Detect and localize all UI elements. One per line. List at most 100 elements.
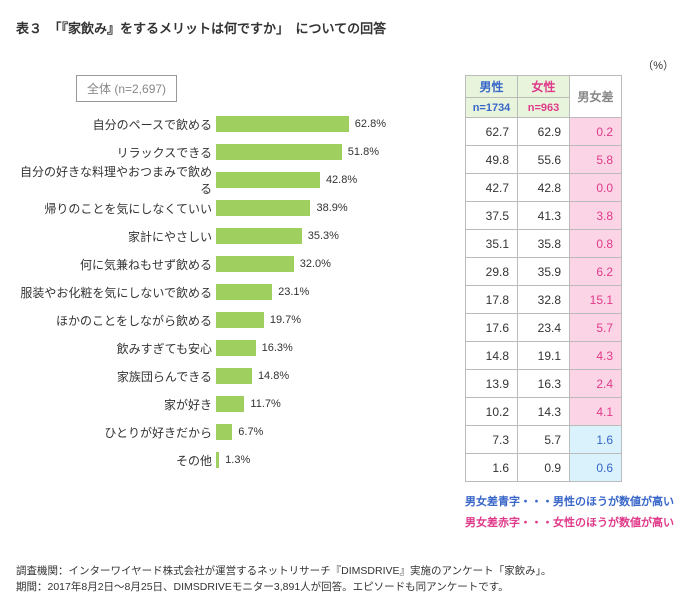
table-row: 49.855.65.8 [466, 146, 622, 174]
bar-value: 32.0% [300, 258, 331, 270]
table-row: 1.60.90.6 [466, 454, 622, 482]
bar-wrap: 11.7% [216, 396, 386, 412]
cell-male: 1.6 [466, 454, 518, 482]
cell-female: 41.3 [518, 202, 570, 230]
table-row: 17.832.815.1 [466, 286, 622, 314]
data-table: 男性 女性 男女差 n=1734 n=963 62.762.90.249.855… [465, 75, 622, 482]
table-row: 14.819.14.3 [466, 342, 622, 370]
bar-value: 16.3% [262, 342, 293, 354]
footer-line-2: 期間：2017年8月2日～8月25日、DIMSDRIVEモニター3,891人が回… [16, 580, 684, 596]
cell-diff: 5.8 [570, 146, 622, 174]
unit-label: （%） [16, 57, 684, 73]
table-row: 7.35.71.6 [466, 426, 622, 454]
bar-wrap: 16.3% [216, 340, 386, 356]
col-male-header: 男性 [466, 76, 518, 98]
cell-diff: 1.6 [570, 426, 622, 454]
bar-row-label: ひとりが好きだから [16, 424, 216, 441]
bar-row-label: 飲みすぎても安心 [16, 340, 216, 357]
main-content: 全体 (n=2,697) 自分のペースで飲める62.8%リラックスできる51.8… [16, 75, 684, 534]
bar-row-label: ほかのことをしながら飲める [16, 312, 216, 329]
bar-wrap: 51.8% [216, 144, 386, 160]
bar [216, 340, 256, 356]
bar [216, 200, 310, 216]
cell-male: 35.1 [466, 230, 518, 258]
bar-value: 14.8% [258, 370, 289, 382]
cell-diff: 0.8 [570, 230, 622, 258]
data-table-area: 男性 女性 男女差 n=1734 n=963 62.762.90.249.855… [465, 75, 684, 534]
bar-row: 自分のペースで飲める 62.8% [16, 110, 459, 138]
bar-row-label: 自分の好きな料理やおつまみで飲める [16, 163, 216, 197]
cell-diff: 3.8 [570, 202, 622, 230]
bar-value: 42.8% [326, 174, 357, 186]
table-row: 17.623.45.7 [466, 314, 622, 342]
cell-male: 7.3 [466, 426, 518, 454]
bar-row: 飲みすぎても安心 16.3% [16, 334, 459, 362]
cell-diff: 2.4 [570, 370, 622, 398]
cell-female: 0.9 [518, 454, 570, 482]
cell-male: 62.7 [466, 118, 518, 146]
bar-row: その他1.3% [16, 446, 459, 474]
bar-value: 62.8% [355, 118, 386, 130]
bar-wrap: 32.0% [216, 256, 386, 272]
bar-wrap: 14.8% [216, 368, 386, 384]
legend: 男女差青字・・・男性のほうが数値が高い 男女差赤字・・・女性のほうが数値が高い [465, 492, 684, 534]
bar-row-label: 自分のペースで飲める [16, 116, 216, 133]
col-diff-header: 男女差 [570, 76, 622, 118]
bar-wrap: 38.9% [216, 200, 386, 216]
cell-male: 49.8 [466, 146, 518, 174]
bar-row-label: 家計にやさしい [16, 228, 216, 245]
table-title: 表３ 「『家飲み』をするメリットは何ですか」 についての回答 [16, 18, 684, 37]
cell-diff: 6.2 [570, 258, 622, 286]
table-row: 29.835.96.2 [466, 258, 622, 286]
bar [216, 172, 320, 188]
bar-row-label: 家が好き [16, 396, 216, 413]
bar-row-label: 何に気兼ねもせず飲める [16, 256, 216, 273]
cell-female: 5.7 [518, 426, 570, 454]
bar [216, 228, 302, 244]
cell-diff: 0.6 [570, 454, 622, 482]
bar-row: ひとりが好きだから6.7% [16, 418, 459, 446]
cell-diff: 5.7 [570, 314, 622, 342]
col-female-n: n=963 [518, 98, 570, 118]
bar-row: 帰りのことを気にしなくていい38.9% [16, 194, 459, 222]
cell-female: 35.9 [518, 258, 570, 286]
cell-male: 17.8 [466, 286, 518, 314]
cell-male: 17.6 [466, 314, 518, 342]
bar-wrap: 1.3% [216, 452, 386, 468]
bar-wrap: 42.8% [216, 172, 386, 188]
cell-female: 35.8 [518, 230, 570, 258]
bar-value: 11.7% [250, 398, 280, 410]
col-male-n: n=1734 [466, 98, 518, 118]
table-row: 13.916.32.4 [466, 370, 622, 398]
cell-diff: 0.2 [570, 118, 622, 146]
bar [216, 284, 272, 300]
bar-value: 38.9% [316, 202, 347, 214]
table-row: 37.541.33.8 [466, 202, 622, 230]
cell-female: 16.3 [518, 370, 570, 398]
table-row: 35.135.80.8 [466, 230, 622, 258]
bar [216, 368, 252, 384]
cell-female: 55.6 [518, 146, 570, 174]
bar-row-label: その他 [16, 452, 216, 469]
cell-male: 14.8 [466, 342, 518, 370]
bar [216, 116, 349, 132]
bar-row: 家族団らんできる 14.8% [16, 362, 459, 390]
bar-value: 23.1% [278, 286, 309, 298]
cell-diff: 4.1 [570, 398, 622, 426]
cell-female: 32.8 [518, 286, 570, 314]
bar [216, 256, 294, 272]
bar [216, 144, 342, 160]
bar-row-label: 服装やお化粧を気にしないで飲める [16, 284, 216, 301]
cell-male: 13.9 [466, 370, 518, 398]
bar-row: 自分の好きな料理やおつまみで飲める 42.8% [16, 166, 459, 194]
bar-chart-area: 全体 (n=2,697) 自分のペースで飲める62.8%リラックスできる51.8… [16, 75, 459, 474]
footer-line-1: 調査機関：インターワイヤード株式会社が運営するネットリサーチ『DIMSDRIVE… [16, 564, 684, 580]
bar-row: 家が好き 11.7% [16, 390, 459, 418]
bar-value: 19.7% [270, 314, 301, 326]
bar-value: 51.8% [348, 146, 379, 158]
bar-row: 家計にやさしい35.3% [16, 222, 459, 250]
footer-notes: 調査機関：インターワイヤード株式会社が運営するネットリサーチ『DIMSDRIVE… [16, 564, 684, 596]
bar-row-label: 家族団らんできる [16, 368, 216, 385]
table-row: 10.214.34.1 [466, 398, 622, 426]
bar [216, 312, 264, 328]
